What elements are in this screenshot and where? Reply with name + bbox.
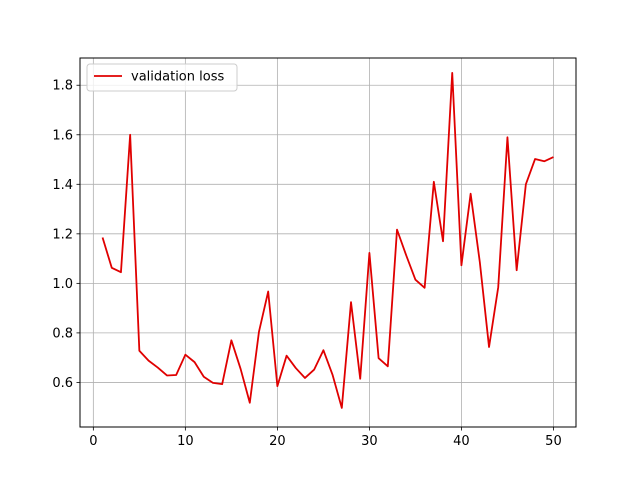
x-tick-label: 40 — [453, 434, 470, 449]
y-tick-label: 0.6 — [52, 376, 73, 391]
legend: validation loss — [86, 63, 238, 92]
y-tick-label: 0.8 — [52, 326, 73, 341]
y-tick-label: 1.6 — [52, 128, 73, 143]
y-tick-label: 1.0 — [52, 277, 73, 292]
y-tick-label: 1.4 — [52, 178, 73, 193]
x-tick-label: 20 — [269, 434, 286, 449]
grid-lines — [80, 58, 576, 427]
y-tick-label: 1.2 — [52, 227, 73, 242]
axes-frame — [79, 57, 577, 428]
y-tick-label: 1.8 — [52, 79, 73, 94]
axis-ticks: 0 10 20 30 40 50 0.6 0.8 1.0 1.2 1.4 1.6 1.8 — [52, 79, 561, 449]
x-tick-label: 10 — [177, 434, 194, 449]
series-layer — [101, 71, 554, 409]
legend-label: validation loss — [131, 70, 224, 85]
series-line — [101, 71, 554, 409]
x-tick-label: 0 — [89, 434, 97, 449]
x-tick-label: 50 — [545, 434, 562, 449]
x-tick-label: 30 — [361, 434, 378, 449]
legend-box — [86, 63, 238, 92]
